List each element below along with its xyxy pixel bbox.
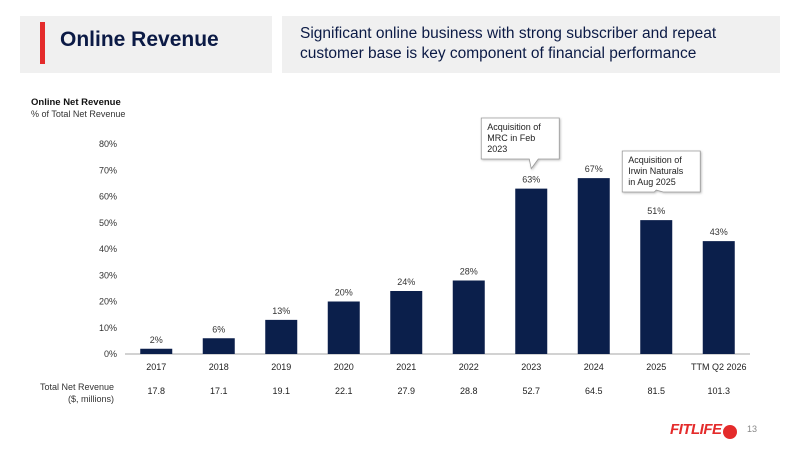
y-tick-label: 70% <box>99 165 117 175</box>
x-tick-label: 2019 <box>271 362 291 372</box>
total-revenue-value: 22.1 <box>335 386 353 396</box>
y-tick-label: 30% <box>99 270 117 280</box>
y-tick-label: 10% <box>99 323 117 333</box>
x-tick-label: 2017 <box>146 362 166 372</box>
bar <box>202 338 235 354</box>
y-tick-label: 20% <box>99 297 117 307</box>
bar <box>640 220 673 354</box>
y-tick-label: 50% <box>99 218 117 228</box>
x-tick-label: 2023 <box>521 362 541 372</box>
data-label: 20% <box>335 288 353 298</box>
chart-title: Online Net Revenue <box>31 97 121 108</box>
logo-badge-icon <box>723 425 737 439</box>
y-tick-label: 0% <box>104 349 117 359</box>
x-tick-label: 2022 <box>459 362 479 372</box>
data-label: 63% <box>522 175 540 185</box>
y-tick-label: 40% <box>99 244 117 254</box>
data-label: 2% <box>150 335 163 345</box>
data-label: 43% <box>710 227 728 237</box>
bar <box>140 348 173 354</box>
data-label: 28% <box>460 267 478 277</box>
bar <box>702 241 735 354</box>
bar <box>390 291 423 354</box>
total-revenue-value: 17.8 <box>147 386 165 396</box>
total-revenue-label-line-1: Total Net Revenue <box>39 382 114 392</box>
x-tick-label: 2021 <box>396 362 416 372</box>
bar <box>265 319 298 354</box>
x-tick-label: 2024 <box>584 362 604 372</box>
title-panel: Online Revenue <box>20 16 272 73</box>
annotation-text: Acquisition of <box>487 122 541 132</box>
data-label: 51% <box>647 206 665 216</box>
total-revenue-value: 17.1 <box>210 386 228 396</box>
title-accent-bar <box>40 22 45 64</box>
annotation-text: MRC in Feb <box>487 133 535 143</box>
chart-subtitle: % of Total Net Revenue <box>31 109 126 119</box>
y-tick-label: 80% <box>99 139 117 149</box>
total-revenue-value: 19.1 <box>272 386 290 396</box>
annotation-text: Irwin Naturals <box>628 166 684 176</box>
total-revenue-value: 27.9 <box>397 386 415 396</box>
total-revenue-value: 52.7 <box>522 386 540 396</box>
page-title: Online Revenue <box>60 28 219 51</box>
total-revenue-value: 81.5 <box>647 386 665 396</box>
bar <box>515 188 548 354</box>
fitlife-logo: FITLIFE <box>670 421 722 438</box>
total-revenue-value: 64.5 <box>585 386 603 396</box>
bar <box>577 178 610 354</box>
x-tick-label: 2020 <box>334 362 354 372</box>
x-tick-label: 2025 <box>646 362 666 372</box>
subtitle-panel: Significant online business with strong … <box>282 16 780 73</box>
data-label: 13% <box>272 306 290 316</box>
annotation-text: in Aug 2025 <box>628 177 676 187</box>
annotation-callout <box>621 150 701 193</box>
total-revenue-row-label: Total Net Revenue ($, millions) <box>22 381 114 405</box>
page-number: 13 <box>747 424 758 434</box>
data-label: 6% <box>212 324 225 334</box>
annotation-text: 2023 <box>487 144 507 154</box>
annotation-text: Acquisition of <box>628 155 682 165</box>
y-tick-label: 60% <box>99 192 117 202</box>
total-revenue-value: 101.3 <box>707 386 730 396</box>
x-tick-label: 2018 <box>209 362 229 372</box>
bar <box>327 301 360 354</box>
x-tick-label: TTM Q2 2026 <box>691 362 747 372</box>
data-label: 67% <box>585 164 603 174</box>
total-revenue-value: 28.8 <box>460 386 478 396</box>
page-subtitle: Significant online business with strong … <box>300 25 717 62</box>
annotation-callout <box>480 117 560 170</box>
total-revenue-label-line-2: ($, millions) <box>67 394 114 404</box>
data-label: 24% <box>397 277 415 287</box>
bar <box>452 280 485 354</box>
